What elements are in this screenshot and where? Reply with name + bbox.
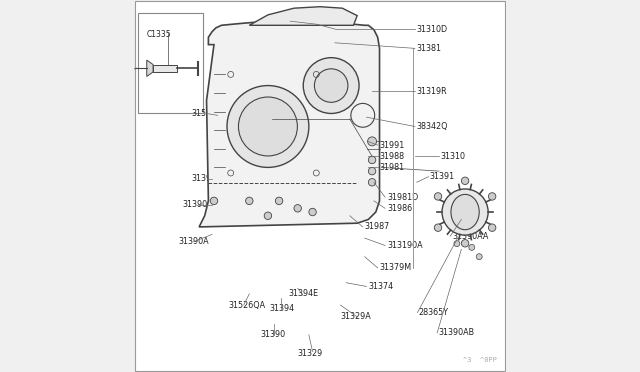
- Circle shape: [369, 167, 376, 175]
- Polygon shape: [199, 21, 380, 227]
- Text: 31381: 31381: [417, 44, 442, 53]
- Circle shape: [309, 208, 316, 216]
- Text: 31526Q: 31526Q: [191, 109, 223, 118]
- Text: 31526QA: 31526QA: [229, 301, 266, 310]
- Text: 28365Y: 28365Y: [419, 308, 449, 317]
- Text: 31391: 31391: [429, 172, 455, 181]
- Text: 31379M: 31379M: [380, 263, 412, 272]
- Circle shape: [369, 179, 376, 186]
- Circle shape: [246, 197, 253, 205]
- Text: 31987: 31987: [365, 222, 390, 231]
- Text: ^3  ^0PP: ^3 ^0PP: [463, 357, 497, 363]
- Text: C1335: C1335: [147, 30, 172, 39]
- Text: 31981D: 31981D: [387, 193, 418, 202]
- Circle shape: [488, 193, 496, 200]
- Circle shape: [454, 241, 460, 247]
- Text: 31374: 31374: [369, 282, 394, 291]
- Text: 31986: 31986: [387, 204, 412, 213]
- Circle shape: [294, 205, 301, 212]
- Circle shape: [211, 197, 218, 205]
- Text: 31390AA: 31390AA: [452, 232, 488, 241]
- Text: 31394E: 31394E: [289, 289, 319, 298]
- Text: 31390: 31390: [260, 330, 285, 339]
- Circle shape: [468, 244, 475, 250]
- Circle shape: [303, 58, 359, 113]
- Text: 31319R: 31319R: [417, 87, 447, 96]
- Text: 31329: 31329: [298, 349, 323, 358]
- Circle shape: [227, 86, 309, 167]
- Circle shape: [435, 224, 442, 231]
- Text: 31310: 31310: [441, 152, 466, 161]
- Text: 31981: 31981: [380, 163, 404, 172]
- Ellipse shape: [451, 194, 479, 230]
- Text: 31329A: 31329A: [340, 312, 371, 321]
- Text: 31310D: 31310D: [417, 25, 448, 33]
- Circle shape: [264, 212, 271, 219]
- Circle shape: [461, 177, 468, 185]
- Text: 31397: 31397: [191, 174, 217, 183]
- Circle shape: [488, 224, 496, 231]
- Text: 31390J: 31390J: [182, 200, 210, 209]
- Circle shape: [314, 69, 348, 102]
- Polygon shape: [250, 7, 357, 25]
- Text: 313190A: 313190A: [387, 241, 422, 250]
- Circle shape: [275, 197, 283, 205]
- Polygon shape: [153, 64, 177, 72]
- Circle shape: [476, 254, 482, 260]
- Circle shape: [239, 97, 298, 156]
- Text: 31390AB: 31390AB: [438, 328, 474, 337]
- Circle shape: [461, 240, 468, 247]
- Circle shape: [369, 156, 376, 164]
- Text: 31394: 31394: [270, 304, 295, 313]
- Bar: [138, 13, 203, 113]
- Text: 31390A: 31390A: [179, 237, 209, 246]
- Text: 31988: 31988: [380, 152, 404, 161]
- Circle shape: [442, 189, 488, 235]
- Text: 31991: 31991: [380, 141, 404, 150]
- Polygon shape: [147, 60, 153, 77]
- Circle shape: [435, 193, 442, 200]
- Text: 38342Q: 38342Q: [417, 122, 448, 131]
- Circle shape: [367, 137, 376, 146]
